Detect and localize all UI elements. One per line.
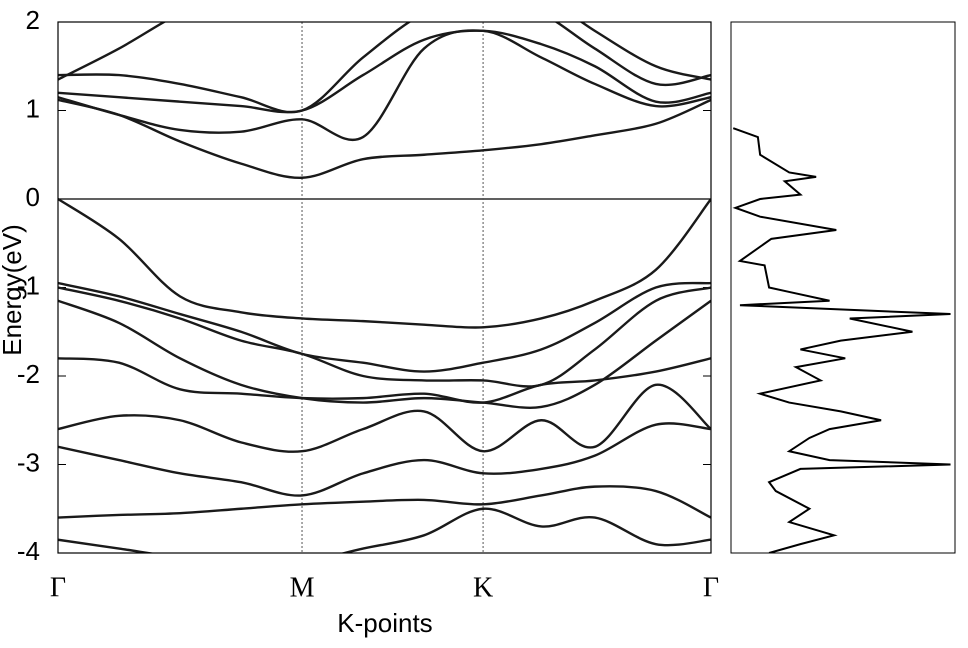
band-line — [58, 357, 711, 404]
band-line — [58, 29, 711, 141]
dos-line — [732, 127, 951, 553]
x-tick-label: Γ — [703, 572, 719, 603]
band-line — [58, 98, 711, 179]
x-tick-label: K — [473, 572, 493, 603]
band-line — [58, 485, 711, 519]
x-tick-label: Γ — [50, 572, 66, 603]
y-tick-label: 2 — [26, 5, 40, 35]
band-line — [58, 22, 711, 114]
band-line — [58, 507, 711, 553]
x-axis-label: K-points — [337, 608, 432, 638]
dos-frame — [730, 21, 956, 554]
band-line — [58, 383, 711, 453]
band-line — [58, 299, 711, 409]
y-axis-label: Energy(eV) — [0, 224, 27, 356]
band-line — [58, 422, 711, 497]
plot-frame — [57, 21, 712, 554]
band-line — [58, 286, 711, 388]
band-line — [58, 22, 711, 81]
y-tick-label: -2 — [17, 359, 40, 389]
band-line — [58, 197, 711, 329]
band-line — [58, 281, 711, 373]
y-tick-label: -3 — [17, 447, 40, 477]
dos — [732, 127, 951, 553]
band-line — [58, 29, 711, 114]
bands — [58, 22, 711, 553]
y-tick-label: -1 — [17, 270, 40, 300]
y-tick-label: 0 — [26, 182, 40, 212]
x-tick-label: M — [290, 572, 315, 603]
y-tick-label: 1 — [26, 93, 40, 123]
y-tick-label: -4 — [17, 536, 40, 566]
